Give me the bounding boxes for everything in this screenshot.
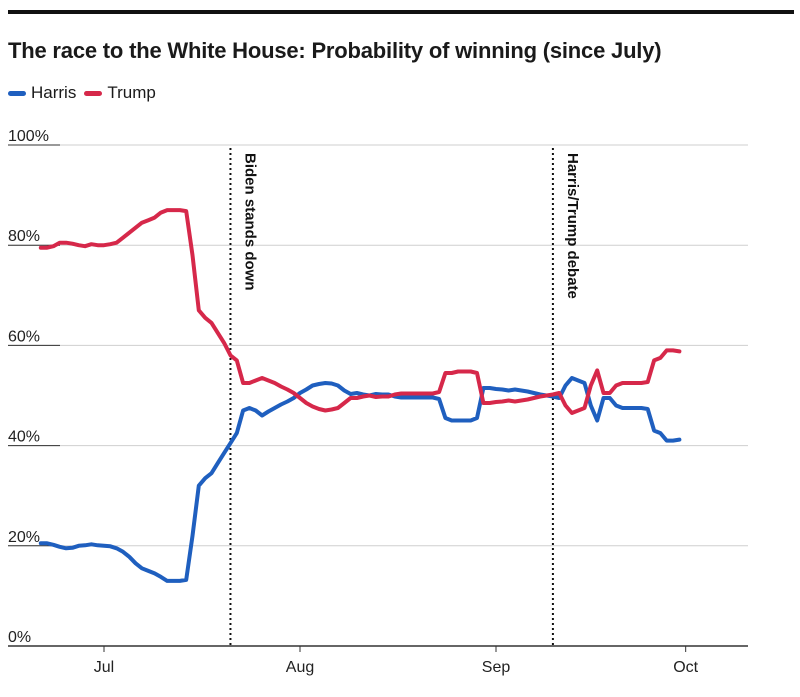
- series-line-harris: [38, 376, 682, 583]
- y-axis-ticks: 0% 20% 40% 60% 80% 100%: [8, 128, 49, 646]
- annotation-label: Biden stands down: [241, 153, 258, 291]
- legend-label-harris: Harris: [31, 83, 77, 102]
- legend-label-trump: Trump: [107, 83, 156, 102]
- x-tick-label: Sep: [482, 659, 511, 676]
- series-lines: [38, 208, 682, 583]
- legend-item-harris: Harris: [8, 83, 76, 103]
- legend-swatch-harris: [8, 90, 26, 96]
- x-tick-label: Aug: [286, 659, 314, 676]
- series-line-trump: [38, 208, 682, 415]
- annotation-label: Harris/Trump debate: [564, 153, 581, 299]
- y-tick-label: 40%: [8, 429, 40, 446]
- annotations: Biden stands down Harris/Trump debate: [229, 148, 581, 646]
- y-tick-label: 60%: [8, 328, 40, 345]
- chart-title: The race to the White House: Probability…: [8, 38, 662, 63]
- legend-swatch-trump: [84, 90, 103, 96]
- legend-item-trump: Trump: [84, 83, 156, 103]
- x-tick-label: Jul: [94, 659, 114, 676]
- x-axis-ticks: Jul Aug Sep Oct: [94, 646, 699, 676]
- x-tick-label: Oct: [673, 659, 698, 676]
- legend: Harris Trump: [8, 83, 164, 103]
- y-tick-label: 20%: [8, 529, 40, 546]
- top-rule: [8, 10, 794, 14]
- y-tick-label: 100%: [8, 128, 49, 145]
- y-tick-label: 0%: [8, 629, 31, 646]
- y-tick-label: 80%: [8, 228, 40, 245]
